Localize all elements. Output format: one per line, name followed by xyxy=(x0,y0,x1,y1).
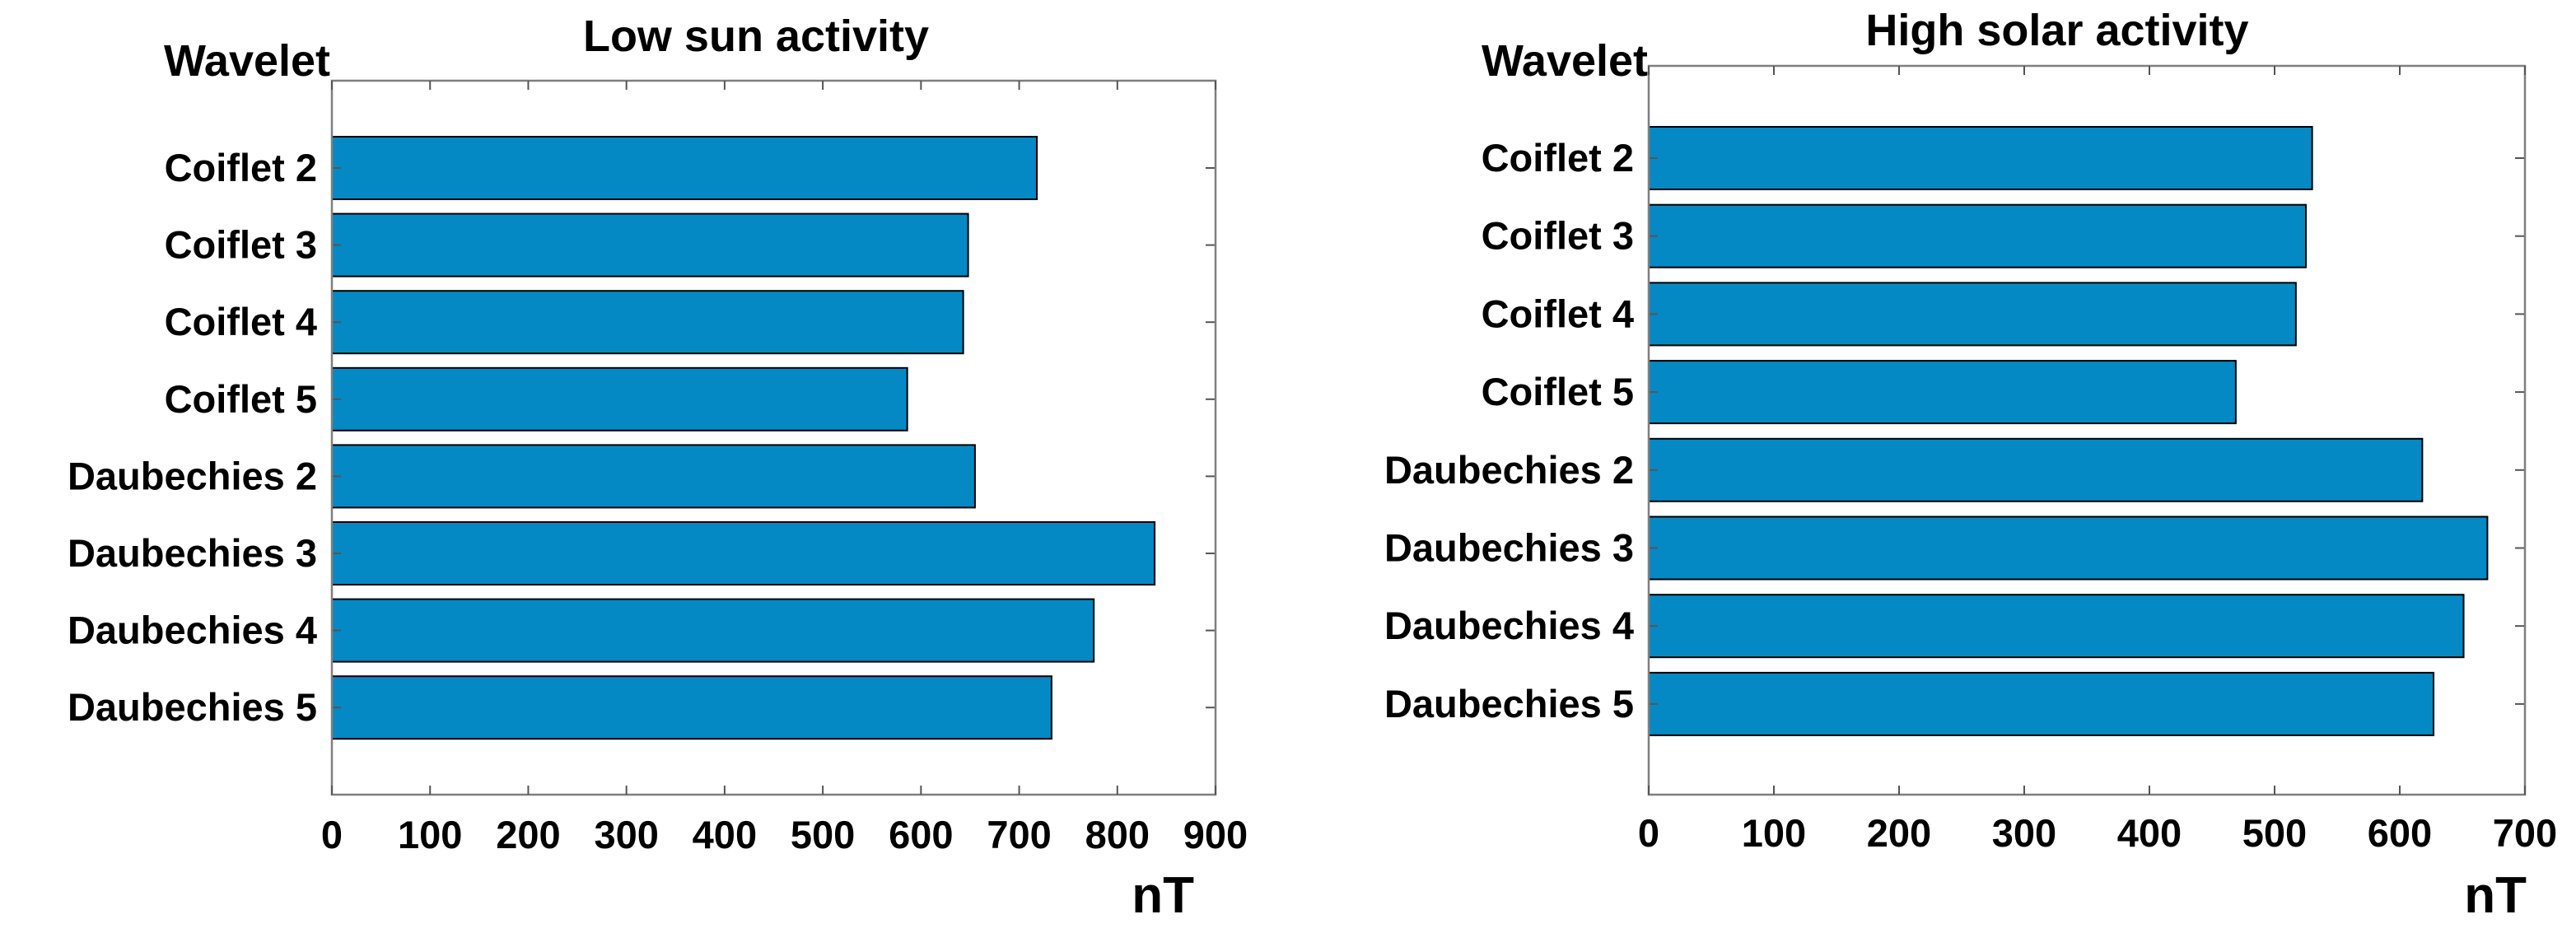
x-tick-label: 700 xyxy=(2493,811,2557,855)
y-tick-label: Daubechies 4 xyxy=(68,609,317,652)
x-tick-label: 200 xyxy=(1867,811,1931,855)
bar-coiflet-4 xyxy=(331,290,964,355)
y-axis-label: Wavelet xyxy=(1482,36,1648,86)
bar-daubechies-3 xyxy=(1648,515,2489,581)
y-tick-label: Coiflet 2 xyxy=(1482,136,1634,180)
bar-coiflet-4 xyxy=(1648,282,2297,347)
bar-daubechies-2 xyxy=(331,444,976,509)
y-tick-label: Coiflet 3 xyxy=(1482,214,1634,258)
x-tick-label: 800 xyxy=(1085,813,1150,856)
y-tick-label: Coiflet 5 xyxy=(165,377,317,421)
x-tick-label: 600 xyxy=(889,813,953,856)
x-tick-label: 400 xyxy=(693,813,757,856)
x-tick-label: 200 xyxy=(496,813,560,856)
x-axis-label: nT xyxy=(1132,867,1194,924)
y-tick-label: Daubechies 2 xyxy=(1384,448,1634,492)
chart-panel-2: High solar activity Wavelet Coiflet 2 Coifl… xyxy=(1384,6,2557,924)
bar-daubechies-4 xyxy=(331,598,1095,663)
x-tick-label: 900 xyxy=(1183,813,1248,856)
x-tick-label: 100 xyxy=(398,813,462,856)
plot-frame xyxy=(330,79,1217,796)
bar-daubechies-3 xyxy=(331,521,1156,585)
y-tick-label: Daubechies 4 xyxy=(1384,604,1634,647)
y-axis-label: Wavelet xyxy=(164,36,330,86)
x-tick-label: 400 xyxy=(2117,811,2182,855)
bar-coiflet-5 xyxy=(331,366,908,432)
x-tick-label: 500 xyxy=(2242,811,2307,855)
x-tick-label: 100 xyxy=(1742,811,1806,855)
y-tick-label: Daubechies 3 xyxy=(68,531,317,575)
plot-frame xyxy=(1647,64,2527,796)
y-tick-label: Daubechies 2 xyxy=(68,454,317,497)
bar-coiflet-5 xyxy=(1648,360,2237,425)
bar-coiflet-2 xyxy=(331,136,1038,200)
y-tick-label: Daubechies 5 xyxy=(1384,682,1634,725)
y-tick-label: Daubechies 3 xyxy=(1384,526,1634,570)
x-tick-label: 300 xyxy=(594,813,658,856)
bar-daubechies-4 xyxy=(1648,594,2465,659)
chart-title: High solar activity xyxy=(1865,6,2248,55)
bar-coiflet-3 xyxy=(1648,203,2307,268)
y-tick-label: Coiflet 4 xyxy=(1482,292,1634,335)
x-tick-label: 700 xyxy=(987,813,1051,856)
x-tick-label: 0 xyxy=(321,813,343,856)
chart-title: Low sun activity xyxy=(583,12,929,61)
x-tick-label: 300 xyxy=(1992,811,2056,855)
x-tick-label: 0 xyxy=(1638,811,1659,855)
bar-daubechies-5 xyxy=(1648,671,2435,736)
x-tick-label: 600 xyxy=(2368,811,2432,855)
bar-daubechies-2 xyxy=(1648,437,2424,502)
y-tick-label: Coiflet 2 xyxy=(165,146,317,189)
y-tick-label: Coiflet 5 xyxy=(1482,370,1634,413)
bar-daubechies-5 xyxy=(331,675,1052,740)
x-axis-label: nT xyxy=(2464,867,2527,924)
y-tick-label: Coiflet 4 xyxy=(165,300,317,343)
bar-coiflet-2 xyxy=(1648,126,2313,190)
x-tick-label: 500 xyxy=(791,813,855,856)
chart-panel-1: Low sun activity Wavelet Coiflet 2 Coiflet … xyxy=(68,12,1248,924)
bar-coiflet-3 xyxy=(331,212,969,278)
y-tick-label: Daubechies 5 xyxy=(68,685,317,729)
y-tick-label: Coiflet 3 xyxy=(165,223,317,267)
